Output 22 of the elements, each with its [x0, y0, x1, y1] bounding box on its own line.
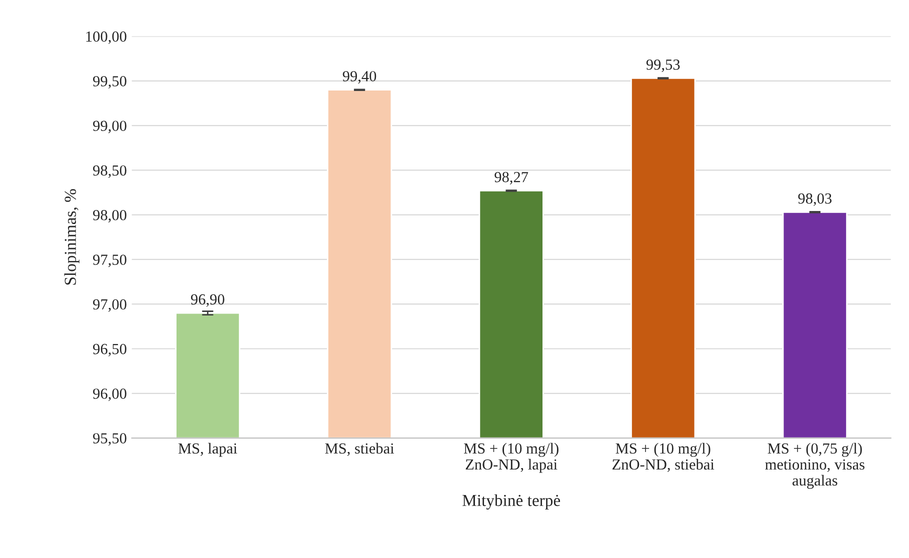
data-label: 98,27: [494, 172, 528, 184]
x-tick-label: MS + (0,75 g/l) metionino, visas augalas: [765, 442, 864, 489]
x-tick-label: MS + (10 mg/l) ZnO-ND, lapai: [464, 442, 558, 473]
y-tick-label: 98,50: [93, 165, 126, 178]
y-tick-label: 100,00: [86, 31, 126, 44]
x-tick-label: MS, lapai: [178, 442, 238, 457]
data-label: 96,90: [191, 294, 224, 307]
x-axis-title: Mitybinė terpė: [462, 494, 560, 510]
data-label: 99,40: [342, 71, 376, 84]
y-tick-label: 97,00: [93, 299, 126, 312]
y-tick-label: 95,50: [93, 433, 126, 446]
y-axis-title: Slopinimas, %: [64, 189, 80, 285]
y-tick-label: 99,50: [93, 76, 126, 89]
data-label: 98,03: [798, 193, 832, 206]
y-tick-label: 99,00: [93, 120, 126, 134]
y-tick-label: 97,50: [93, 254, 126, 268]
x-tick-label: MS + (10 mg/l) ZnO-ND, stiebai: [612, 442, 714, 472]
y-tick-label: 96,00: [93, 388, 126, 402]
data-label: 99,53: [646, 60, 680, 72]
y-tick-label: 96,50: [93, 344, 126, 356]
x-tick-label: MS, stiebai: [325, 442, 394, 456]
y-tick-label: 98,00: [93, 210, 126, 222]
